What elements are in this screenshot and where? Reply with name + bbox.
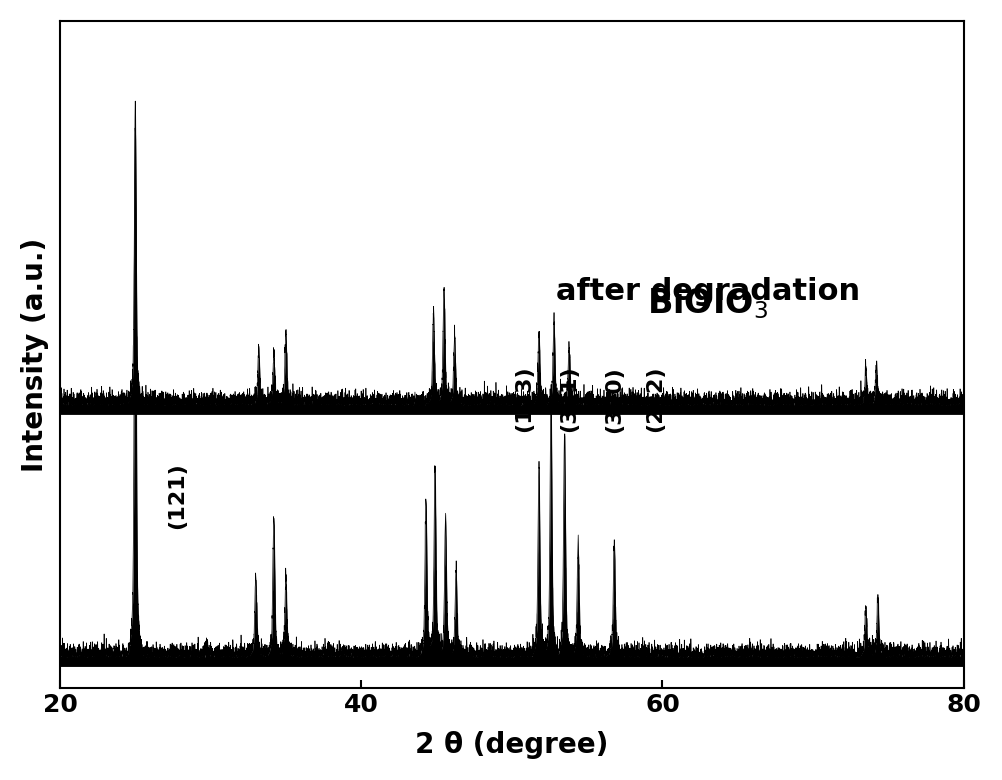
Text: (242): (242) [645, 366, 665, 432]
Text: (123): (123) [514, 366, 534, 432]
X-axis label: 2 θ (degree): 2 θ (degree) [415, 731, 608, 759]
Text: (121): (121) [167, 463, 187, 529]
Text: after degradation: after degradation [555, 277, 860, 306]
Y-axis label: Intensity (a.u.): Intensity (a.u.) [21, 237, 49, 472]
Text: BiOIO$_3$: BiOIO$_3$ [647, 285, 769, 321]
Text: (321): (321) [559, 366, 579, 432]
Text: (330): (330) [604, 366, 624, 432]
